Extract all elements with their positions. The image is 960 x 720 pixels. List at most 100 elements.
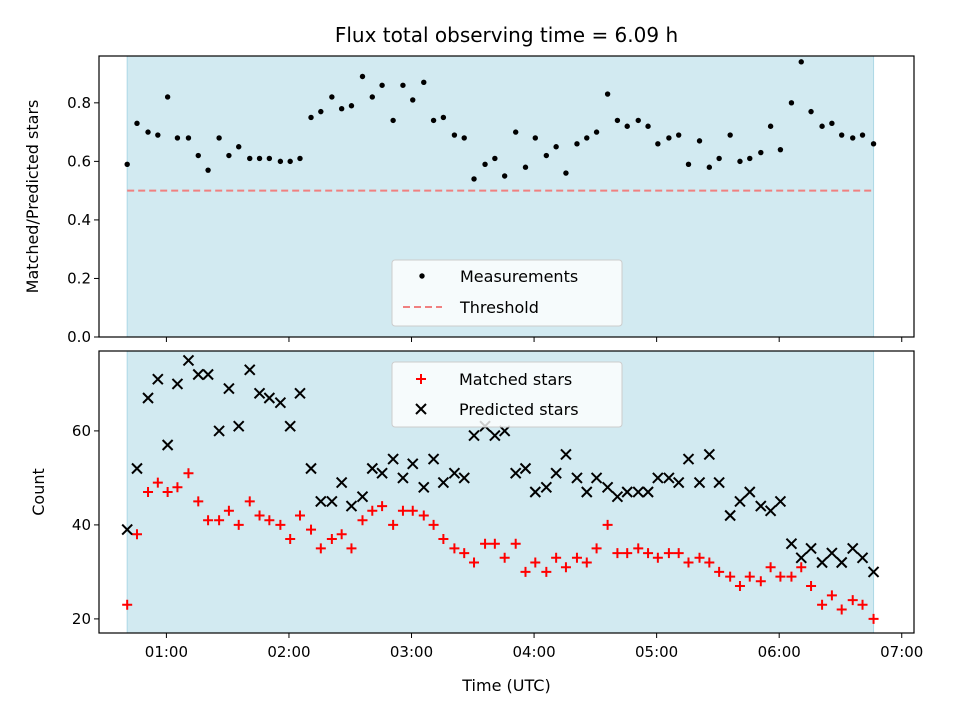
measurements-point <box>777 146 784 153</box>
predicted-stars-point <box>326 495 338 508</box>
matched-stars-point <box>407 505 418 516</box>
top-y-axis-label: Matched/Predicted stars <box>23 100 42 294</box>
matched-stars-point <box>725 571 736 582</box>
matched-stars-point <box>652 552 663 563</box>
predicted-stars-point <box>182 354 195 367</box>
bottom-legend: Matched stars Predicted stars <box>391 361 623 428</box>
predicted-stars-point <box>263 392 276 404</box>
measurements-point <box>819 123 825 129</box>
measurements-point <box>685 161 692 168</box>
measurements-point <box>788 100 795 106</box>
measurements-point <box>390 117 396 124</box>
matched-stars-point <box>581 557 592 568</box>
predicted-stars-point <box>713 476 725 489</box>
predicted-stars-point <box>448 467 461 479</box>
matched-stars-point <box>480 538 491 549</box>
predicted-stars-point <box>601 481 614 494</box>
legend-marker-matched-stars <box>416 374 426 384</box>
matched-stars-point <box>499 552 510 563</box>
top-y-ticks: 0.0 0.2 0.4 0.6 0.8 <box>67 94 99 346</box>
legend-label-measurements: Measurements <box>460 267 578 286</box>
measurements-point <box>522 164 529 170</box>
predicted-stars-point <box>529 486 542 498</box>
measurements-point <box>482 161 488 168</box>
measurements-point <box>737 158 743 165</box>
measurements-point <box>348 103 355 109</box>
measurements-point <box>379 82 385 88</box>
matched-stars-point <box>449 543 460 554</box>
measurements-point <box>859 132 866 138</box>
bottom-x-ticks: 01:00 02:00 03:00 04:00 05:00 06:00 07:00 <box>145 633 923 661</box>
measurements-point <box>329 94 335 100</box>
measurements-point <box>706 164 713 170</box>
measurements-point <box>226 152 232 159</box>
x-tick-label: 03:00 <box>390 643 433 661</box>
measurements-point <box>532 135 539 141</box>
measurements-point <box>727 132 733 138</box>
measurements-point <box>124 161 130 168</box>
matched-stars-point <box>162 487 173 497</box>
measurements-point <box>492 155 498 162</box>
predicted-stars-point <box>397 472 409 484</box>
predicted-stars-point <box>366 462 379 475</box>
measurements-point <box>287 158 293 165</box>
matched-stars-point <box>428 519 439 530</box>
predicted-stars-point <box>142 392 154 404</box>
measurements-point <box>338 105 345 112</box>
predicted-stars-point <box>682 453 695 465</box>
predicted-stars-point <box>590 472 603 484</box>
measurements-point <box>216 135 222 141</box>
x-tick-label: 01:00 <box>145 643 188 661</box>
predicted-stars-point <box>356 490 369 503</box>
measurements-point <box>767 123 774 129</box>
matched-stars-point <box>233 519 244 530</box>
matched-stars-point <box>520 566 531 577</box>
measurements-point <box>501 173 508 179</box>
legend-plus-glyph <box>416 374 426 384</box>
matched-stars-point <box>704 557 715 568</box>
matched-stars-point <box>223 505 234 516</box>
predicted-stars-point <box>274 396 287 409</box>
predicted-stars-point <box>345 500 358 512</box>
measurements-point <box>850 135 856 141</box>
matched-stars-point <box>560 562 571 573</box>
predicted-stars-point <box>427 453 440 465</box>
matched-stars-point <box>765 562 776 573</box>
predicted-stars-point <box>621 486 633 498</box>
matched-stars-point <box>857 599 868 610</box>
measurements-point <box>624 123 630 129</box>
predicted-stars-point <box>468 429 480 442</box>
y-tick-label: 0.4 <box>67 211 91 229</box>
matched-stars-point <box>264 515 275 526</box>
matched-stars-point <box>755 576 766 587</box>
measurements-point <box>645 123 651 129</box>
measurements-point <box>635 117 641 124</box>
predicted-stars-point <box>418 481 430 494</box>
predicted-stars-point <box>795 552 807 564</box>
matched-stars-point <box>806 581 817 591</box>
predicted-stars-point <box>724 509 736 522</box>
measurements-point <box>155 132 161 138</box>
matched-stars-point <box>377 501 388 512</box>
legend-label-matched-stars: Matched stars <box>459 370 572 389</box>
predicted-stars-point <box>571 472 583 484</box>
measurements-point <box>758 149 764 156</box>
measurements-point <box>666 135 672 141</box>
measurements-point <box>655 141 661 147</box>
matched-stars-point <box>285 534 296 544</box>
measurements-point <box>553 144 559 150</box>
predicted-stars-point <box>192 368 204 381</box>
predicted-stars-point <box>642 486 654 498</box>
matched-stars-point <box>122 599 133 610</box>
matched-stars-point <box>622 548 633 559</box>
matched-stars-point <box>336 529 347 540</box>
measurements-point <box>400 82 406 88</box>
measurements-point <box>205 167 211 173</box>
predicted-stars-point <box>315 495 327 508</box>
matched-stars-point <box>489 538 500 549</box>
predicted-stars-point <box>376 467 388 479</box>
matched-stars-point <box>203 515 214 526</box>
measurements-point <box>471 176 477 182</box>
matched-stars-point <box>193 496 204 507</box>
predicted-stars-point <box>847 542 859 555</box>
